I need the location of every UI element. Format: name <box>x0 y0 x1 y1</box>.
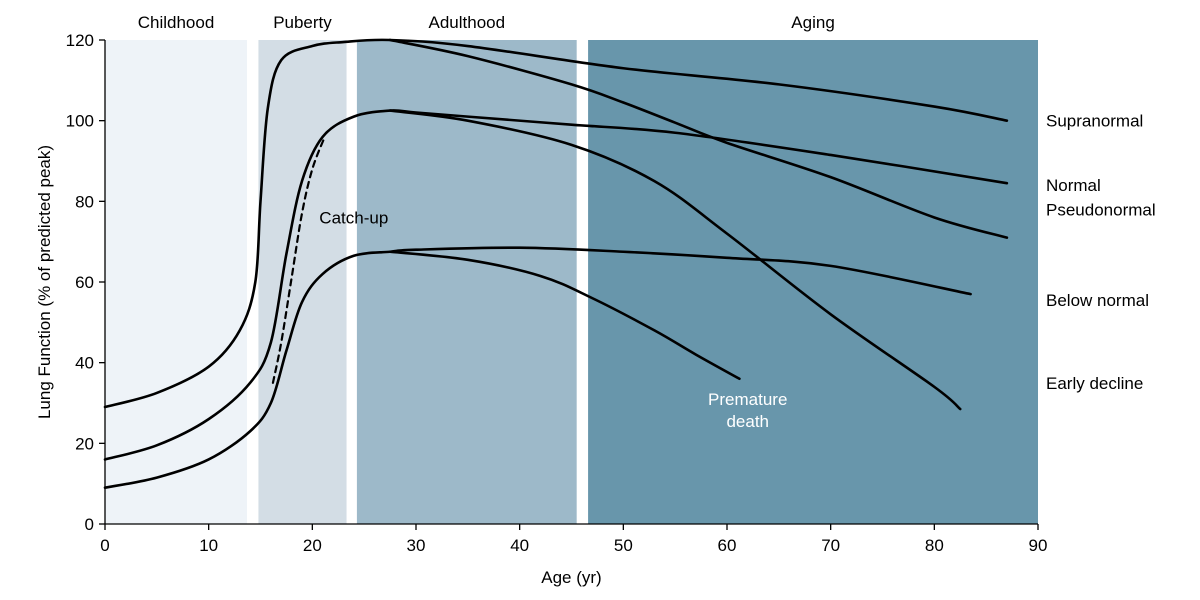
y-tick-label: 120 <box>66 31 94 50</box>
y-tick-label: 60 <box>75 273 94 292</box>
x-tick-label: 20 <box>303 536 322 555</box>
x-tick-label: 50 <box>614 536 633 555</box>
y-tick-label: 20 <box>75 434 94 453</box>
curve-early-decline <box>388 109 962 411</box>
x-tick-label: 0 <box>100 536 109 555</box>
phase-band-childhood <box>105 40 248 524</box>
x-tick-label: 10 <box>199 536 218 555</box>
curve-label-pseudonormal: Pseudonormal <box>1046 200 1156 219</box>
x-tick-label: 60 <box>718 536 737 555</box>
y-axis-title: Lung Function (% of predicted peak) <box>35 145 54 419</box>
x-tick-label: 80 <box>925 536 944 555</box>
curve-label-below-normal: Below normal <box>1046 291 1149 310</box>
x-axis-title: Age (yr) <box>541 568 601 587</box>
curve-pseudonormal <box>103 109 1009 461</box>
y-tick-label: 100 <box>66 112 94 131</box>
y-tick-label: 40 <box>75 354 94 373</box>
curve-catch-up <box>271 135 326 384</box>
curve-label-normal: Normal <box>1046 176 1101 195</box>
y-tick-label: 0 <box>85 515 94 534</box>
phase-band-puberty <box>258 40 347 524</box>
curve-supranormal <box>103 38 1009 409</box>
phase-band-aging <box>588 40 1038 524</box>
x-tick-label: 30 <box>407 536 426 555</box>
phase-label-aging: Aging <box>791 13 834 32</box>
curve-below-normal <box>103 246 972 489</box>
x-tick-label: 40 <box>510 536 529 555</box>
annotation-premature: Premature <box>708 390 787 409</box>
phase-label-childhood: Childhood <box>138 13 215 32</box>
phase-label-adulthood: Adulthood <box>429 13 506 32</box>
curve-label-early-decline: Early decline <box>1046 374 1143 393</box>
curve-premature-death <box>388 250 741 381</box>
curve-normal <box>388 38 1009 239</box>
y-tick-label: 80 <box>75 192 94 211</box>
curve-label-supranormal: Supranormal <box>1046 112 1143 131</box>
annotation-death: death <box>726 412 769 431</box>
phase-label-puberty: Puberty <box>273 13 332 32</box>
annotation-catch-up: Catch-up <box>319 208 388 227</box>
x-tick-label: 90 <box>1029 536 1048 555</box>
phase-band-adulthood <box>356 40 577 524</box>
x-tick-label: 70 <box>821 536 840 555</box>
